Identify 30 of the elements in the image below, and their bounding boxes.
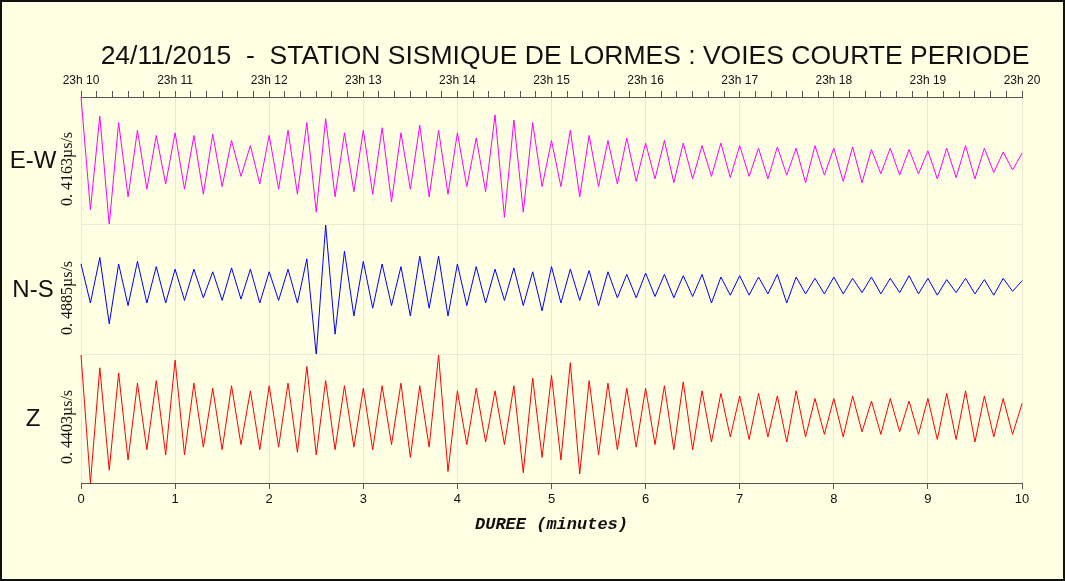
x-tick-label: 23h 16 <box>627 73 665 88</box>
x-tick-label: 1 <box>171 491 179 507</box>
y-axis-title: 0. 4163µs/s <box>58 131 77 207</box>
x-tick-label: 23h 19 <box>909 73 947 88</box>
x-tick-label: 23h 18 <box>815 73 853 88</box>
series-label: Z <box>25 403 41 431</box>
x-tick-label: 23h 11 <box>157 73 194 88</box>
x-tick-label: 23h 15 <box>533 73 571 88</box>
y-axis-title: 0. 4403µs/s <box>58 389 77 465</box>
x-tick-label: 7 <box>736 491 744 507</box>
x-axis-title: DUREE (minutes) <box>474 515 629 535</box>
x-tick-label: 23h 13 <box>344 73 382 88</box>
x-tick-label: 23h 20 <box>1003 73 1041 88</box>
x-tick-label: 5 <box>547 491 556 507</box>
x-tick-label: 10 <box>1014 491 1030 507</box>
x-tick-label: 23h 14 <box>439 73 477 88</box>
chart-title: 24/11/2015 - STATION SISMIQUE DE LORMES : VOIES COURTE PERIODE <box>99 40 1031 70</box>
x-tick-label: 23h 17 <box>721 73 759 88</box>
x-tick-label: 4 <box>453 491 462 507</box>
x-tick-label: 9 <box>924 491 932 507</box>
x-tick-label: 2 <box>265 491 273 507</box>
series-label: E-W <box>9 145 57 173</box>
x-tick-label: 8 <box>830 491 838 507</box>
x-tick-label: 0 <box>77 491 85 507</box>
x-tick-label: 23h 10 <box>62 73 100 88</box>
x-tick-label: 6 <box>641 491 650 507</box>
x-tick-label: 3 <box>359 491 367 507</box>
x-tick-label: 23h 12 <box>250 73 288 88</box>
series-label: N-S <box>12 274 54 302</box>
y-axis-title: 0. 4885µs/s <box>58 260 77 336</box>
